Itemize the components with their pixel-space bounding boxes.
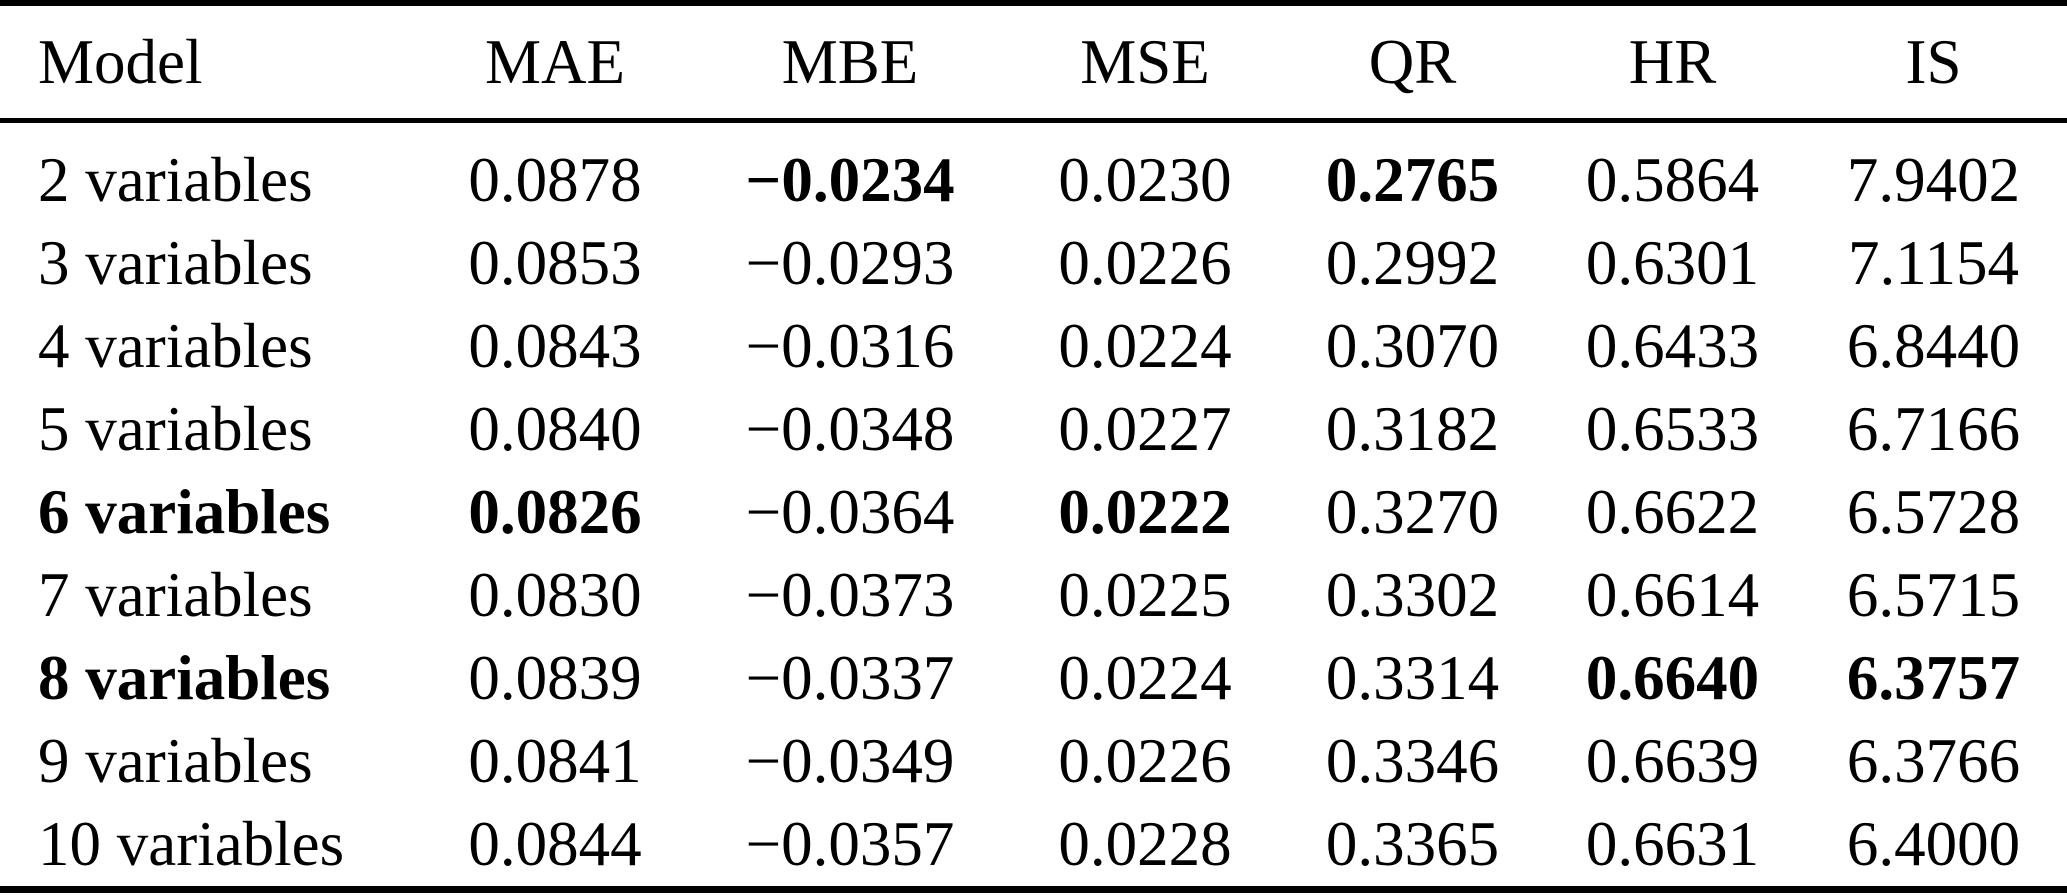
mse-cell: 0.0228: [1058, 809, 1232, 879]
col-header-qr: QR: [1280, 3, 1545, 123]
qr-cell: 0.3346: [1325, 726, 1500, 796]
model-cell: 10 variables: [38, 809, 345, 879]
qr-cell: 0.2765: [1325, 145, 1500, 215]
hr-cell: 0.6614: [1585, 560, 1760, 630]
model-cell: 4 variables: [38, 311, 313, 381]
table-row: 3 variables 0.0853 −0.0293 0.0226 0.2992 0.63…: [0, 222, 2067, 305]
hr-cell: 0.6640: [1585, 643, 1760, 713]
table-row: 4 variables 0.0843 −0.0316 0.0224 0.3070 0.64…: [0, 305, 2067, 388]
table-row: 6 variables 0.0826 −0.0364 0.0222 0.3270 0.66…: [0, 471, 2067, 554]
table-row: 8 variables 0.0839 −0.0337 0.0224 0.3314 0.66…: [0, 637, 2067, 720]
hr-cell: 0.6301: [1585, 228, 1760, 298]
is-cell: 7.1154: [1848, 228, 2019, 298]
mbe-cell: −0.0293: [745, 228, 955, 298]
hr-cell: 0.6433: [1585, 311, 1760, 381]
col-header-is: IS: [1800, 3, 2067, 123]
mae-cell: 0.0830: [468, 560, 642, 630]
mae-cell: 0.0853: [468, 228, 642, 298]
model-cell: 2 variables: [38, 145, 313, 215]
mae-cell: 0.0878: [468, 145, 642, 215]
mae-cell: 0.0839: [468, 643, 642, 713]
is-cell: 6.8440: [1846, 311, 2021, 381]
col-header-mse: MSE: [1010, 3, 1280, 123]
is-cell: 6.5728: [1846, 477, 2021, 547]
mse-cell: 0.0222: [1058, 477, 1232, 547]
mse-cell: 0.0224: [1058, 643, 1232, 713]
model-cell: 9 variables: [38, 726, 313, 796]
qr-cell: 0.2992: [1325, 228, 1500, 298]
mbe-cell: −0.0349: [745, 726, 955, 796]
is-cell: 6.4000: [1846, 809, 2021, 879]
qr-cell: 0.3070: [1325, 311, 1500, 381]
model-cell: 5 variables: [38, 394, 313, 464]
mbe-cell: −0.0234: [745, 145, 955, 215]
table-row: 9 variables 0.0841 −0.0349 0.0226 0.3346 0.66…: [0, 720, 2067, 803]
hr-cell: 0.5864: [1585, 145, 1760, 215]
model-cell: 6 variables: [38, 477, 331, 547]
hr-cell: 0.6639: [1585, 726, 1760, 796]
header-row: Model MAE MBE MSE QR HR IS: [0, 3, 2067, 123]
mbe-cell: −0.0316: [745, 311, 955, 381]
hr-cell: 0.6631: [1585, 809, 1760, 879]
qr-cell: 0.3182: [1325, 394, 1500, 464]
qr-cell: 0.3302: [1325, 560, 1500, 630]
mbe-cell: −0.0348: [745, 394, 955, 464]
mbe-cell: −0.0373: [745, 560, 955, 630]
mae-cell: 0.0844: [468, 809, 642, 879]
mae-cell: 0.0841: [468, 726, 642, 796]
is-cell: 6.7166: [1846, 394, 2021, 464]
table-body: 2 variables 0.0878 −0.0234 0.0230 0.2765 0.58…: [0, 121, 2067, 890]
mbe-cell: −0.0364: [745, 477, 955, 547]
model-cell: 3 variables: [38, 228, 313, 298]
mbe-cell: −0.0357: [745, 809, 955, 879]
mse-cell: 0.0226: [1058, 726, 1232, 796]
is-cell: 6.3766: [1846, 726, 2021, 796]
is-cell: 6.5715: [1846, 560, 2021, 630]
qr-cell: 0.3365: [1325, 809, 1500, 879]
table-row: 7 variables 0.0830 −0.0373 0.0225 0.3302 0.66…: [0, 554, 2067, 637]
table-row: 2 variables 0.0878 −0.0234 0.0230 0.2765 0.58…: [0, 121, 2067, 223]
qr-cell: 0.3314: [1325, 643, 1500, 713]
table-row: 10 variables 0.0844 −0.0357 0.0228 0.3365 0.6…: [0, 803, 2067, 890]
mse-cell: 0.0226: [1058, 228, 1232, 298]
col-header-model: Model: [0, 3, 420, 123]
model-cell: 7 variables: [38, 560, 313, 630]
qr-cell: 0.3270: [1325, 477, 1500, 547]
is-cell: 6.3757: [1846, 643, 2021, 713]
mbe-cell: −0.0337: [745, 643, 955, 713]
mae-cell: 0.0840: [468, 394, 642, 464]
col-header-mbe: MBE: [690, 3, 1010, 123]
mse-cell: 0.0227: [1058, 394, 1232, 464]
mse-cell: 0.0225: [1058, 560, 1232, 630]
mae-cell: 0.0843: [468, 311, 642, 381]
col-header-mae: MAE: [420, 3, 690, 123]
mse-cell: 0.0230: [1058, 145, 1232, 215]
hr-cell: 0.6533: [1585, 394, 1760, 464]
mse-cell: 0.0224: [1058, 311, 1232, 381]
is-cell: 7.9402: [1846, 145, 2021, 215]
model-cell: 8 variables: [38, 643, 331, 713]
col-header-hr: HR: [1545, 3, 1800, 123]
table-row: 5 variables 0.0840 −0.0348 0.0227 0.3182 0.65…: [0, 388, 2067, 471]
hr-cell: 0.6622: [1585, 477, 1760, 547]
mae-cell: 0.0826: [468, 477, 642, 547]
